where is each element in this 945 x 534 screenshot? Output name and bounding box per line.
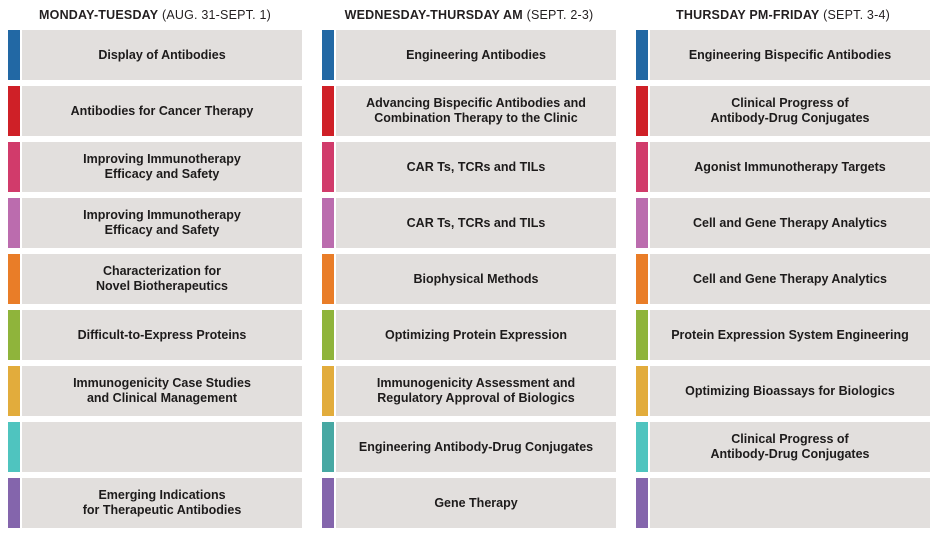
column-header-days: MONDAY-TUESDAY: [39, 8, 159, 22]
track-color-bar: [322, 310, 334, 360]
session-title: [650, 478, 930, 528]
column-header-days: THURSDAY PM-FRIDAY: [676, 8, 820, 22]
track-color-bar: [322, 30, 334, 80]
track-color-bar: [8, 422, 20, 472]
session-cell: Characterization for Novel Biotherapeuti…: [8, 254, 302, 304]
session-title: CAR Ts, TCRs and TILs: [336, 142, 616, 192]
session-title: Engineering Bispecific Antibodies: [650, 30, 930, 80]
session-cell: Protein Expression System Engineering: [636, 310, 930, 360]
track-color-bar: [322, 422, 334, 472]
session-title: Emerging Indications for Therapeutic Ant…: [22, 478, 302, 528]
session-title: [22, 422, 302, 472]
session-cell: Optimizing Protein Expression: [322, 310, 616, 360]
session-title: Advancing Bispecific Antibodies and Comb…: [336, 86, 616, 136]
session-cell: Antibodies for Cancer Therapy: [8, 86, 302, 136]
session-title: Gene Therapy: [336, 478, 616, 528]
track-color-bar: [8, 254, 20, 304]
track-color-bar: [636, 310, 648, 360]
column-thursday-pm-friday: THURSDAY PM-FRIDAY (SEPT. 3-4) Engineeri…: [636, 0, 930, 534]
session-title: Optimizing Bioassays for Biologics: [650, 366, 930, 416]
session-cell: CAR Ts, TCRs and TILs: [322, 198, 616, 248]
session-cell: CAR Ts, TCRs and TILs: [322, 142, 616, 192]
session-title: CAR Ts, TCRs and TILs: [336, 198, 616, 248]
track-color-bar: [322, 86, 334, 136]
session-title: Cell and Gene Therapy Analytics: [650, 254, 930, 304]
session-title: Display of Antibodies: [22, 30, 302, 80]
session-cell: Display of Antibodies: [8, 30, 302, 80]
session-cell: Gene Therapy: [322, 478, 616, 528]
column-header-dates: (AUG. 31-SEPT. 1): [158, 8, 271, 22]
session-title: Protein Expression System Engineering: [650, 310, 930, 360]
track-color-bar: [8, 86, 20, 136]
session-cell: Clinical Progress of Antibody-Drug Conju…: [636, 86, 930, 136]
column-wednesday-thursday-am: WEDNESDAY-THURSDAY AM (SEPT. 2-3) Engine…: [322, 0, 616, 534]
column-monday-tuesday: MONDAY-TUESDAY (AUG. 31-SEPT. 1) Display…: [8, 0, 302, 534]
track-color-bar: [636, 30, 648, 80]
session-title: Engineering Antibody-Drug Conjugates: [336, 422, 616, 472]
session-cell: Engineering Antibodies: [322, 30, 616, 80]
track-color-bar: [636, 478, 648, 528]
track-color-bar: [636, 366, 648, 416]
track-color-bar: [322, 142, 334, 192]
session-title: Agonist Immunotherapy Targets: [650, 142, 930, 192]
session-title: Optimizing Protein Expression: [336, 310, 616, 360]
session-cell: Improving Immunotherapy Efficacy and Saf…: [8, 142, 302, 192]
track-color-bar: [636, 198, 648, 248]
session-title: Biophysical Methods: [336, 254, 616, 304]
session-cell: Cell and Gene Therapy Analytics: [636, 198, 930, 248]
track-color-bar: [636, 86, 648, 136]
track-color-bar: [8, 310, 20, 360]
column-header: THURSDAY PM-FRIDAY (SEPT. 3-4): [636, 0, 930, 30]
track-color-bar: [636, 142, 648, 192]
session-cell: Difficult-to-Express Proteins: [8, 310, 302, 360]
track-color-bar: [322, 198, 334, 248]
column-header-dates: (SEPT. 2-3): [522, 8, 594, 22]
session-cell: Clinical Progress of Antibody-Drug Conju…: [636, 422, 930, 472]
session-title: Cell and Gene Therapy Analytics: [650, 198, 930, 248]
column-header: WEDNESDAY-THURSDAY AM (SEPT. 2-3): [322, 0, 616, 30]
session-cell: Engineering Bispecific Antibodies: [636, 30, 930, 80]
track-color-bar: [8, 30, 20, 80]
session-title: Clinical Progress of Antibody-Drug Conju…: [650, 422, 930, 472]
column-header-days: WEDNESDAY-THURSDAY AM: [344, 8, 523, 22]
track-color-bar: [322, 478, 334, 528]
track-color-bar: [8, 142, 20, 192]
session-cell: Agonist Immunotherapy Targets: [636, 142, 930, 192]
session-title: Clinical Progress of Antibody-Drug Conju…: [650, 86, 930, 136]
track-color-bar: [322, 254, 334, 304]
track-color-bar: [8, 366, 20, 416]
session-cell: Advancing Bispecific Antibodies and Comb…: [322, 86, 616, 136]
session-title: Improving Immunotherapy Efficacy and Saf…: [22, 142, 302, 192]
session-cell: Biophysical Methods: [322, 254, 616, 304]
column-header: MONDAY-TUESDAY (AUG. 31-SEPT. 1): [8, 0, 302, 30]
session-cell: Cell and Gene Therapy Analytics: [636, 254, 930, 304]
track-color-bar: [322, 366, 334, 416]
session-cell: Emerging Indications for Therapeutic Ant…: [8, 478, 302, 528]
session-cell: Improving Immunotherapy Efficacy and Saf…: [8, 198, 302, 248]
session-cell: [8, 422, 302, 472]
session-title: Improving Immunotherapy Efficacy and Saf…: [22, 198, 302, 248]
track-color-bar: [8, 198, 20, 248]
session-title: Antibodies for Cancer Therapy: [22, 86, 302, 136]
session-title: Immunogenicity Case Studies and Clinical…: [22, 366, 302, 416]
session-title: Engineering Antibodies: [336, 30, 616, 80]
session-cell: Engineering Antibody-Drug Conjugates: [322, 422, 616, 472]
session-cell: Immunogenicity Assessment and Regulatory…: [322, 366, 616, 416]
session-title: Characterization for Novel Biotherapeuti…: [22, 254, 302, 304]
session-title: Difficult-to-Express Proteins: [22, 310, 302, 360]
column-header-dates: (SEPT. 3-4): [819, 8, 890, 22]
track-color-bar: [636, 254, 648, 304]
session-cell: [636, 478, 930, 528]
session-cell: Immunogenicity Case Studies and Clinical…: [8, 366, 302, 416]
track-color-bar: [8, 478, 20, 528]
track-color-bar: [636, 422, 648, 472]
session-cell: Optimizing Bioassays for Biologics: [636, 366, 930, 416]
session-title: Immunogenicity Assessment and Regulatory…: [336, 366, 616, 416]
